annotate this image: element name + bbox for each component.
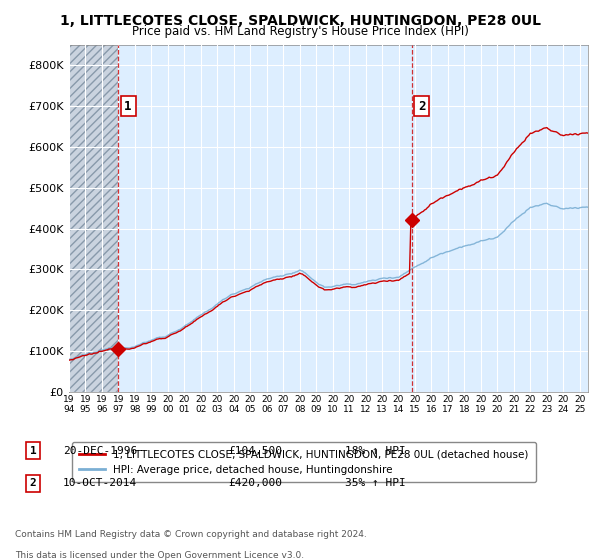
Text: 1: 1 [29, 446, 37, 456]
Text: £420,000: £420,000 [228, 478, 282, 488]
Bar [69, 45, 118, 392]
Text: 10-OCT-2014: 10-OCT-2014 [63, 478, 137, 488]
Text: 2: 2 [418, 100, 425, 113]
Text: 1: 1 [124, 100, 132, 113]
Text: 1, LITTLECOTES CLOSE, SPALDWICK, HUNTINGDON, PE28 0UL: 1, LITTLECOTES CLOSE, SPALDWICK, HUNTING… [59, 14, 541, 28]
Text: 18% ↑ HPI: 18% ↑ HPI [345, 446, 406, 456]
Text: Price paid vs. HM Land Registry's House Price Index (HPI): Price paid vs. HM Land Registry's House … [131, 25, 469, 38]
Text: 35% ↑ HPI: 35% ↑ HPI [345, 478, 406, 488]
Text: 20-DEC-1996: 20-DEC-1996 [63, 446, 137, 456]
Text: Contains HM Land Registry data © Crown copyright and database right 2024.: Contains HM Land Registry data © Crown c… [15, 530, 367, 539]
Bar [69, 45, 118, 392]
Legend: 1, LITTLECOTES CLOSE, SPALDWICK, HUNTINGDON, PE28 0UL (detached house), HPI: Ave: 1, LITTLECOTES CLOSE, SPALDWICK, HUNTING… [71, 442, 536, 482]
Text: £104,500: £104,500 [228, 446, 282, 456]
Text: This data is licensed under the Open Government Licence v3.0.: This data is licensed under the Open Gov… [15, 551, 304, 560]
Text: 2: 2 [29, 478, 37, 488]
